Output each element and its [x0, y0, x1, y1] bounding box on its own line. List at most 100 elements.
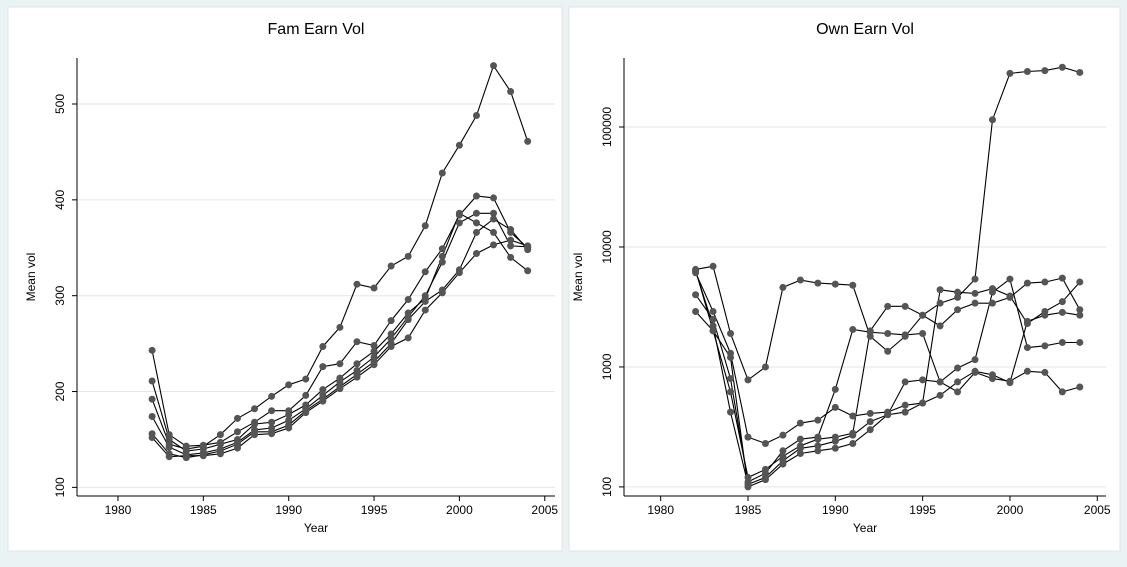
- data-point: [779, 460, 787, 468]
- data-point: [404, 252, 412, 260]
- data-point: [761, 476, 769, 484]
- data-point: [988, 288, 996, 296]
- y-tick-label: 500: [53, 94, 67, 114]
- data-point: [971, 356, 979, 364]
- data-point: [709, 315, 717, 323]
- y-tick-label: 200: [53, 381, 67, 401]
- y-tick-label: 100: [600, 477, 614, 497]
- x-tick-label: 1980: [647, 503, 674, 517]
- data-point: [814, 442, 822, 450]
- data-point: [1041, 278, 1049, 286]
- data-point: [988, 116, 996, 124]
- y-tick-label: 300: [53, 285, 67, 305]
- data-point: [455, 209, 463, 217]
- data-point: [285, 381, 293, 389]
- data-point: [901, 378, 909, 386]
- data-point: [1006, 379, 1014, 387]
- data-point: [954, 378, 962, 386]
- data-point: [421, 268, 429, 276]
- data-point: [285, 424, 293, 432]
- data-point: [404, 316, 412, 324]
- data-point: [936, 391, 944, 399]
- data-point: [954, 306, 962, 314]
- data-point: [744, 376, 752, 384]
- data-point: [814, 435, 822, 443]
- data-point: [971, 299, 979, 307]
- data-point: [472, 112, 480, 120]
- data-point: [709, 322, 717, 330]
- data-point: [1006, 69, 1014, 77]
- data-point: [404, 334, 412, 342]
- data-point: [1041, 67, 1049, 75]
- data-point: [919, 311, 927, 319]
- data-point: [1058, 308, 1066, 316]
- data-point: [936, 299, 944, 307]
- data-point: [148, 346, 156, 354]
- y-tick-label: 10000: [600, 230, 614, 264]
- data-point: [831, 437, 839, 445]
- data-point: [692, 291, 700, 299]
- data-point: [744, 433, 752, 441]
- data-point: [727, 375, 735, 383]
- data-point: [866, 418, 874, 426]
- data-point: [438, 258, 446, 266]
- data-point: [1076, 383, 1084, 391]
- data-point: [319, 386, 327, 394]
- data-point: [507, 242, 515, 250]
- data-point: [387, 342, 395, 350]
- data-point: [148, 377, 156, 385]
- data-point: [1076, 311, 1084, 319]
- data-point: [919, 330, 927, 338]
- data-point: [971, 289, 979, 297]
- data-point: [353, 280, 361, 288]
- data-point: [438, 252, 446, 260]
- data-point: [165, 443, 173, 451]
- data-point: [936, 322, 944, 330]
- data-point: [319, 397, 327, 405]
- data-point: [919, 376, 927, 384]
- data-point: [1023, 279, 1031, 287]
- data-point: [148, 395, 156, 403]
- data-point: [831, 444, 839, 452]
- data-point: [387, 330, 395, 338]
- data-point: [507, 88, 515, 96]
- data-point: [796, 419, 804, 427]
- data-point: [472, 250, 480, 258]
- data-point: [336, 323, 344, 331]
- data-point: [455, 219, 463, 227]
- x-tick-label: 1980: [105, 503, 132, 517]
- x-tick-label: 1985: [190, 503, 217, 517]
- data-point: [814, 416, 822, 424]
- data-point: [165, 435, 173, 443]
- data-point: [472, 192, 480, 200]
- data-point: [936, 378, 944, 386]
- data-point: [319, 363, 327, 371]
- data-point: [524, 137, 532, 145]
- panel: [7, 6, 563, 552]
- data-point: [387, 317, 395, 325]
- data-point: [421, 222, 429, 230]
- data-point: [455, 269, 463, 277]
- data-point: [849, 440, 857, 448]
- x-tick-label: 1990: [275, 503, 302, 517]
- data-point: [814, 447, 822, 455]
- data-point: [831, 280, 839, 288]
- data-point: [319, 342, 327, 350]
- data-point: [251, 420, 259, 428]
- data-point: [524, 267, 532, 275]
- data-point: [954, 388, 962, 396]
- data-point: [1041, 342, 1049, 350]
- data-point: [761, 440, 769, 448]
- data-point: [421, 292, 429, 300]
- data-point: [1023, 367, 1031, 375]
- data-point: [1006, 275, 1014, 283]
- data-point: [954, 293, 962, 301]
- data-point: [421, 297, 429, 305]
- data-point: [370, 361, 378, 369]
- data-point: [353, 373, 361, 381]
- data-point: [387, 335, 395, 343]
- data-point: [455, 141, 463, 149]
- data-point: [370, 353, 378, 361]
- data-point: [831, 403, 839, 411]
